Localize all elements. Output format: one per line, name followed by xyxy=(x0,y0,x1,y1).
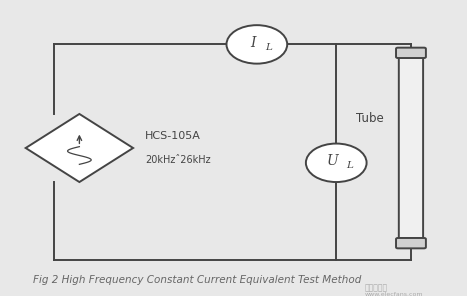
Text: HCS-105A: HCS-105A xyxy=(145,131,201,141)
Circle shape xyxy=(226,25,287,64)
Circle shape xyxy=(306,144,367,182)
Text: U: U xyxy=(326,154,339,168)
Text: L: L xyxy=(266,43,272,52)
Text: 电子发烧友: 电子发烧友 xyxy=(364,283,388,292)
FancyBboxPatch shape xyxy=(399,51,423,245)
FancyBboxPatch shape xyxy=(396,238,426,248)
Text: L: L xyxy=(346,161,353,170)
Text: 20kHzˆ26kHz: 20kHzˆ26kHz xyxy=(145,155,211,165)
Polygon shape xyxy=(26,114,133,182)
Text: Fig 2 High Frequency Constant Current Equivalent Test Method: Fig 2 High Frequency Constant Current Eq… xyxy=(33,275,361,285)
Text: www.elecfans.com: www.elecfans.com xyxy=(364,292,423,296)
FancyBboxPatch shape xyxy=(396,48,426,58)
Text: Tube: Tube xyxy=(356,112,384,125)
Text: I: I xyxy=(250,36,256,50)
